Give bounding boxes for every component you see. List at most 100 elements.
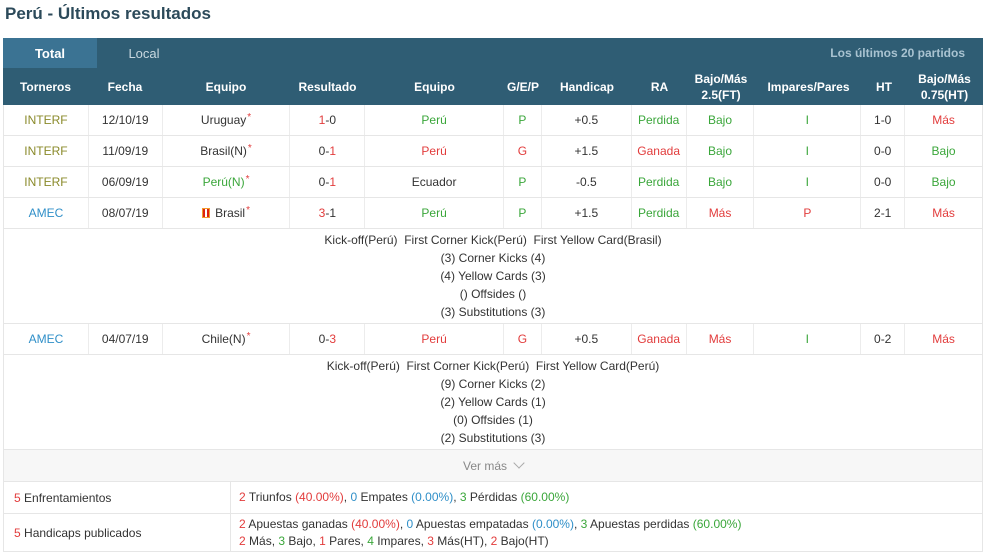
match-date: 08/07/19 xyxy=(89,198,163,228)
home-team[interactable]: Uruguay * xyxy=(163,105,291,135)
odd-even: I xyxy=(754,324,862,354)
ra-result: Perdida xyxy=(632,198,687,228)
score[interactable]: 0-1 xyxy=(290,136,366,166)
red-card-icon xyxy=(202,208,211,218)
home-team[interactable]: Brasil * xyxy=(163,198,291,228)
competition[interactable]: INTERF xyxy=(4,136,89,166)
ou-ht: Más xyxy=(932,113,955,127)
ou-ht: Más xyxy=(932,332,955,346)
see-more-button[interactable]: Ver más xyxy=(3,450,983,482)
tab-total[interactable]: Total xyxy=(3,38,97,68)
match-date: 11/09/19 xyxy=(89,136,163,166)
score[interactable]: 0-3 xyxy=(290,324,366,354)
header-ou-ft: Bajo/Más 2.5(FT) xyxy=(694,71,748,102)
table-row: AMEC 08/07/19 Brasil * 3-1 Perú P +1.5 Pe… xyxy=(3,198,983,229)
summary-label: 5 Handicaps publicados xyxy=(4,514,231,551)
score[interactable]: 3-1 xyxy=(290,198,366,228)
result-gep: P xyxy=(504,167,542,197)
details-offsides: (0) Offsides (1) xyxy=(453,413,533,427)
details-yellow-cards: (2) Yellow Cards (1) xyxy=(440,395,546,409)
result-gep: P xyxy=(504,105,542,135)
score[interactable]: 0-1 xyxy=(290,167,366,197)
summary-label: 5 Enfrentamientos xyxy=(4,482,231,513)
ou-ft: Más xyxy=(687,198,755,228)
half-time: 2-1 xyxy=(861,198,906,228)
details-substitutions: (3) Substitutions (3) xyxy=(440,305,546,319)
away-team[interactable]: Perú xyxy=(365,136,504,166)
match-date: 12/10/19 xyxy=(89,105,163,135)
details-firsts: Kick-off(Perú) First Corner Kick(Perú) F… xyxy=(324,233,662,247)
header-torneros: Torneros xyxy=(19,79,72,94)
away-team[interactable]: Perú xyxy=(365,324,504,354)
chevron-down-icon xyxy=(513,456,525,469)
half-time: 0-0 xyxy=(861,167,906,197)
tab-local[interactable]: Local xyxy=(128,45,160,61)
handicap: +0.5 xyxy=(542,105,632,135)
details-substitutions: (2) Substitutions (3) xyxy=(440,431,546,445)
handicap: +1.5 xyxy=(542,136,632,166)
ou-ht: Bajo xyxy=(931,144,956,158)
odd-even: I xyxy=(754,136,862,166)
odd-even: I xyxy=(754,105,862,135)
competition[interactable]: AMEC xyxy=(4,324,89,354)
ou-ht: Más xyxy=(932,206,955,220)
header-odd-even: Impares/Pares xyxy=(767,79,850,94)
ou-ft: Bajo xyxy=(687,167,755,197)
table-row: AMEC 04/07/19 Chile(N) * 0-3 Perú G +0.5 … xyxy=(3,324,983,355)
handicap: -0.5 xyxy=(542,167,632,197)
handicap: +1.5 xyxy=(542,198,632,228)
header-ou-ht: Bajo/Más 0.75(HT) xyxy=(918,71,971,102)
half-time: 0-0 xyxy=(861,136,906,166)
competition[interactable]: INTERF xyxy=(4,105,89,135)
header-resultado: Resultado xyxy=(298,79,357,94)
last-matches-selector[interactable]: Los últimos 20 partidos xyxy=(830,46,965,60)
away-team[interactable]: Perú xyxy=(365,105,504,135)
competition[interactable]: AMEC xyxy=(4,198,89,228)
table-row: INTERF 11/09/19 Brasil(N) * 0-1 Perú G +1… xyxy=(3,136,983,167)
results-panel: Total Local Los últimos 20 partidos Torn… xyxy=(3,38,983,552)
ra-result: Ganada xyxy=(632,324,687,354)
header-ht: HT xyxy=(876,79,892,94)
ra-result: Ganada xyxy=(632,136,687,166)
summary-handicaps: 5 Handicaps publicados 2 Apuestas ganada… xyxy=(3,514,983,552)
header-ra: RA xyxy=(650,79,669,94)
header-equipo-away: Equipo xyxy=(414,79,455,94)
half-time: 1-0 xyxy=(861,105,906,135)
details-corners: (9) Corner Kicks (2) xyxy=(440,377,546,391)
details-offsides: () Offsides () xyxy=(459,287,527,301)
result-gep: P xyxy=(504,198,542,228)
home-team[interactable]: Brasil(N) * xyxy=(163,136,291,166)
home-team[interactable]: Perú(N) * xyxy=(163,167,291,197)
ou-ft: Más xyxy=(687,324,755,354)
ra-result: Perdida xyxy=(632,105,687,135)
header-handicap: Handicap xyxy=(559,79,614,94)
handicap: +0.5 xyxy=(542,324,632,354)
result-gep: G xyxy=(504,136,542,166)
ou-ft: Bajo xyxy=(687,136,755,166)
away-team[interactable]: Ecuador xyxy=(365,167,504,197)
match-details: Kick-off(Perú) First Corner Kick(Perú) F… xyxy=(3,229,983,324)
tab-bar: Total Local Los últimos 20 partidos xyxy=(3,38,983,68)
table-row: INTERF 12/10/19 Uruguay * 1-0 Perú P +0.5… xyxy=(3,105,983,136)
home-team[interactable]: Chile(N) * xyxy=(163,324,291,354)
details-yellow-cards: (4) Yellow Cards (3) xyxy=(440,269,546,283)
odd-even: I xyxy=(754,167,862,197)
result-gep: G xyxy=(504,324,542,354)
match-date: 06/09/19 xyxy=(89,167,163,197)
summary-values: 2 Apuestas ganadas (40.00%), 0 Apuestas … xyxy=(239,516,742,548)
competition[interactable]: INTERF xyxy=(4,167,89,197)
score[interactable]: 1-0 xyxy=(290,105,366,135)
details-corners: (3) Corner Kicks (4) xyxy=(440,251,546,265)
page-title: Perú - Últimos resultados xyxy=(5,4,211,23)
summary-head-to-head: 5 Enfrentamientos 2 Triunfos (40.00%), 0… xyxy=(3,482,983,514)
table-row: INTERF 06/09/19 Perú(N) * 0-1 Ecuador P -… xyxy=(3,167,983,198)
odd-even: P xyxy=(754,198,862,228)
match-date: 04/07/19 xyxy=(89,324,163,354)
away-team[interactable]: Perú xyxy=(365,198,504,228)
match-details: Kick-off(Perú) First Corner Kick(Perú) F… xyxy=(3,355,983,450)
summary-values: 2 Triunfos (40.00%), 0 Empates (0.00%), … xyxy=(239,490,570,504)
ou-ht: Bajo xyxy=(931,175,956,189)
table-header: Torneros Fecha Equipo Resultado Equipo G… xyxy=(3,68,983,105)
ou-ft: Bajo xyxy=(687,105,755,135)
header-fecha: Fecha xyxy=(107,79,143,94)
